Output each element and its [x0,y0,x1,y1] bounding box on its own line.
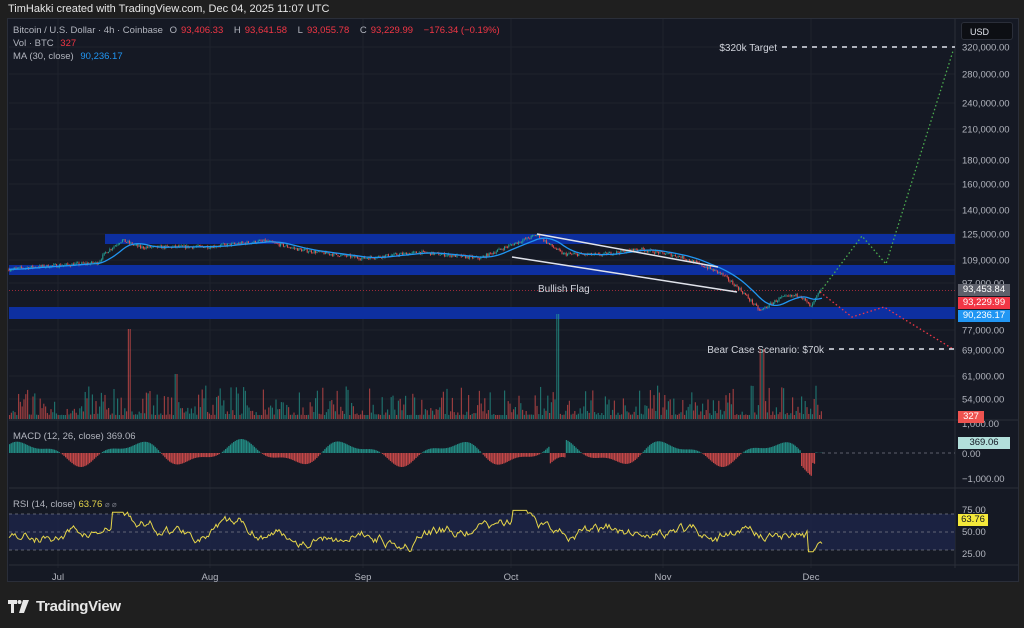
chart-credit: TimHakki created with TradingView.com, D… [8,3,330,15]
time-axis-label: Dec [803,572,820,583]
rsi-line [8,509,823,553]
price-axis-label: 140,000.00 [962,206,1010,217]
grid [9,19,1018,568]
rsi-extra: ⌀ ⌀ [104,500,117,509]
price-axis-label: 54,000.00 [962,395,1004,406]
zone-1 [9,265,955,275]
rsi-legend: RSI (14, close) 63.76 ⌀ ⌀ [13,499,117,510]
macd-tag: 369.06 [958,437,1010,449]
volume-bars [9,314,822,419]
volume-value: 327 [60,38,77,49]
price-axis-label: 210,000.00 [962,125,1010,136]
brand-name: TradingView [36,598,121,615]
ma-label[interactable]: MA (30, close) [13,51,74,62]
flag-upper-line [536,233,719,268]
symbol-title[interactable]: Bitcoin / U.S. Dollar · 4h · Coinbase [13,25,163,36]
macd-value: 369.06 [106,431,136,442]
bear-annotation: Bear Case Scenario: $70k [707,345,825,356]
high-value: 93,641.58 [244,25,288,36]
low-value: 93,055.78 [306,25,350,36]
indicator-axis-label: 1,000.00 [962,419,999,430]
indicator-axis-label: 0.00 [962,449,981,460]
price-axis-label: 109,000.00 [962,256,1010,267]
change-value: −176.34 (−0.19%) [423,25,500,36]
ma-price-tag: 90,236.17 [958,310,1010,322]
indicator-axis-label: 25.00 [962,549,986,560]
price-axis-label: 125,000.00 [962,230,1010,241]
price-axis-label: 180,000.00 [962,156,1010,167]
currency-selector[interactable]: USD [961,22,1013,40]
volume-label[interactable]: Vol · BTC [13,38,54,49]
open-value: 93,406.33 [180,25,224,36]
price-axis-label: 280,000.00 [962,70,1010,81]
macd-histogram [9,439,824,476]
macd-label[interactable]: MACD (12, 26, close) [13,431,104,442]
bull-projection [819,50,954,293]
indicator-axis-label: 50.00 [962,527,986,538]
time-axis-label: Oct [504,572,519,583]
rsi-label[interactable]: RSI (14, close) [13,499,76,510]
close-value: 93,229.99 [370,25,414,36]
price-axis-label: 320,000.00 [962,43,1010,54]
time-axis-label: Jul [52,572,64,583]
zone-2 [9,307,955,319]
time-axis-label: Sep [355,572,372,583]
tradingview-logo[interactable]: TradingView [8,598,121,615]
time-axis-label: Aug [202,572,219,583]
price-axis-label: 240,000.00 [962,99,1010,110]
macd-legend: MACD (12, 26, close) 369.06 [13,431,136,442]
tradingview-logo-icon [8,600,29,613]
ma-value: 90,236.17 [80,51,123,62]
rsi-tag: 63.76 [958,514,988,526]
rsi-value: 63.76 [78,499,103,510]
price-axis-label: 69,000.00 [962,346,1004,357]
time-axis-label: Nov [655,572,672,583]
price-axis-label: 61,000.00 [962,372,1004,383]
flag-annotation: Bullish Flag [538,284,590,295]
volume-tag: 327 [958,411,984,423]
bear-projection [819,291,954,350]
close-price-tag: 93,229.99 [958,297,1010,309]
flag-lower-line [511,256,738,293]
ma-line [8,237,823,307]
price-axis-label: 160,000.00 [962,180,1010,191]
target-annotation: $320k Target [719,43,777,54]
last-price-tag: 93,453.84 [958,284,1010,296]
price-axis-label: 77,000.00 [962,326,1004,337]
indicator-axis-label: 75.00 [962,505,986,516]
indicator-axis-label: −1,000.00 [962,474,1005,485]
